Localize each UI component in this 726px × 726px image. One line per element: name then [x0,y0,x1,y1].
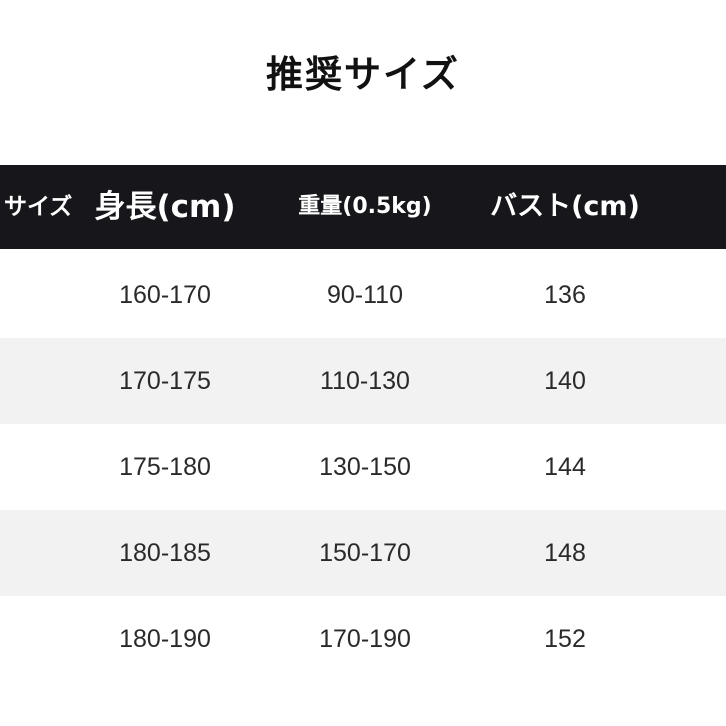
table-row: 160-170 90-110 136 [0,252,726,338]
cell-height: 175-180 [119,453,211,481]
cell-bust: 152 [544,625,586,653]
table-row: 175-180 130-150 144 [0,424,726,510]
table-row: 180-190 170-190 152 [0,596,726,682]
header-weight: 重量(0.5kg) [298,194,432,219]
cell-height: 170-175 [119,367,211,395]
table-row: 170-175 110-130 140 [0,338,726,424]
cell-weight: 110-130 [320,367,410,395]
cell-bust: 144 [544,453,586,481]
cell-bust: 136 [544,281,586,309]
cell-weight: 130-150 [319,453,411,481]
cell-bust: 148 [544,539,586,567]
cell-weight: 170-190 [319,625,411,653]
table-row: 180-185 150-170 148 [0,510,726,596]
cell-height: 180-190 [119,625,211,653]
cell-height: 180-185 [119,539,211,567]
table-header: サイズ 身長(cm) 重量(0.5kg) バスト(cm) [0,165,726,249]
header-height: 身長(cm) [94,189,236,225]
header-bust: バスト(cm) [490,191,640,222]
cell-height: 160-170 [119,281,211,309]
page-title: 推奨サイズ [266,53,460,96]
header-size: サイズ [4,194,73,220]
cell-weight: 90-110 [327,281,403,309]
cell-bust: 140 [544,367,586,395]
cell-weight: 150-170 [319,539,411,567]
